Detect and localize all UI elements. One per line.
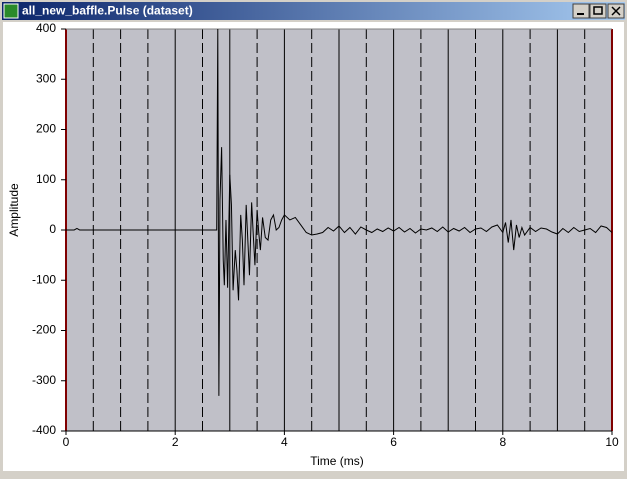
- y-tick-label: 300: [36, 71, 56, 85]
- x-tick-label: 6: [390, 435, 397, 449]
- close-icon: [611, 6, 621, 16]
- x-tick-label: 10: [605, 435, 619, 449]
- y-tick-label: -400: [32, 423, 56, 437]
- window-title: all_new_baffle.Pulse (dataset): [22, 4, 193, 18]
- y-tick-label: 0: [49, 222, 56, 236]
- x-tick-label: 4: [281, 435, 288, 449]
- x-tick-label: 2: [172, 435, 179, 449]
- y-tick-label: -100: [32, 272, 56, 286]
- x-tick-label: 8: [499, 435, 506, 449]
- y-axis-label: Amplitude: [7, 183, 21, 237]
- y-tick-label: 200: [36, 122, 56, 136]
- y-tick-label: -300: [32, 373, 56, 387]
- window-icon: [3, 3, 19, 19]
- y-tick-label: 100: [36, 172, 56, 186]
- maximize-icon: [593, 6, 603, 15]
- minimize-button[interactable]: [572, 3, 590, 19]
- y-tick-label: 400: [36, 21, 56, 35]
- maximize-button[interactable]: [589, 3, 607, 19]
- window-buttons[interactable]: [572, 3, 625, 19]
- x-tick-label: 0: [63, 435, 70, 449]
- y-tick-label: -200: [32, 323, 56, 337]
- x-axis-label: Time (ms): [310, 454, 364, 468]
- title-bar: [2, 2, 625, 20]
- signal-line: [66, 29, 612, 396]
